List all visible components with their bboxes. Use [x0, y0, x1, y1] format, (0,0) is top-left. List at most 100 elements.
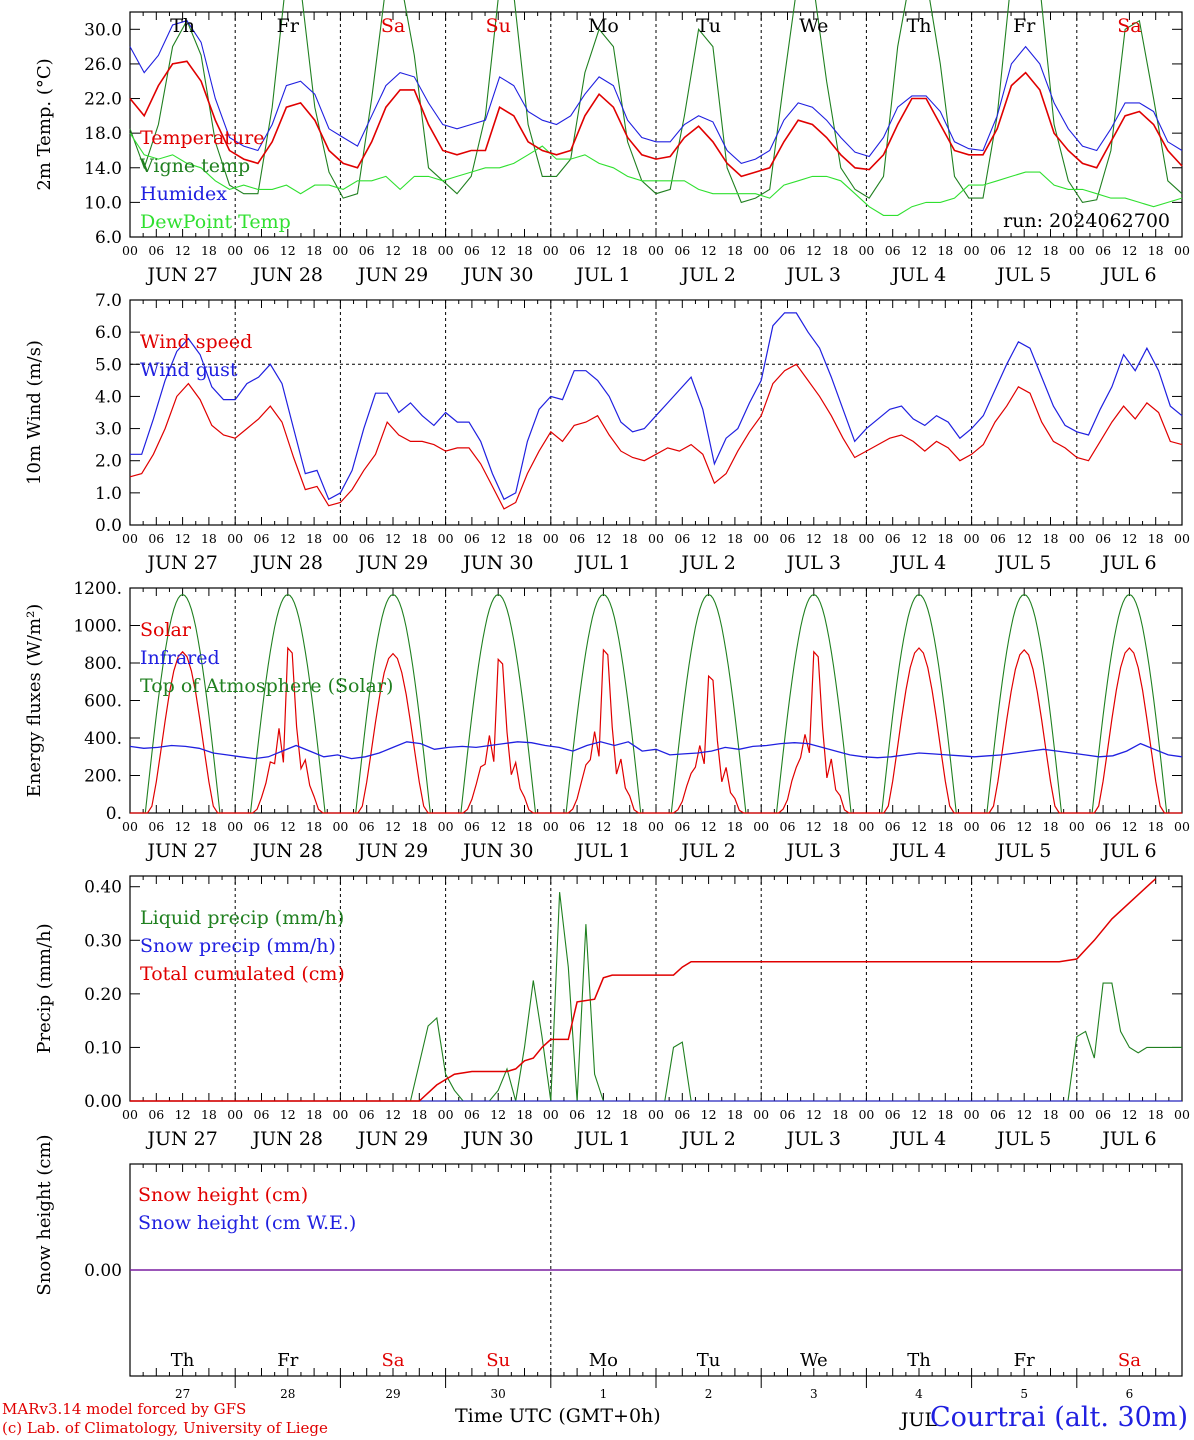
legend-entry: Wind gust [140, 359, 238, 381]
x-date-label: JUN 29 [356, 840, 428, 862]
x-hour-label: 06 [148, 1107, 164, 1122]
x-hour-label: 00 [438, 1107, 454, 1122]
x-hour-label: 00 [648, 819, 664, 834]
y-axis-label: Energy fluxes (W/m²) [24, 604, 45, 798]
x-hour-label: 12 [385, 243, 401, 258]
x-hour-label: 12 [911, 1107, 927, 1122]
x-hour-label: 06 [148, 819, 164, 834]
panel-3: 0. 200. 400. 600. 800. 1000. 1200. Energy fluxe… [24, 579, 1190, 862]
x-date-label: JUN 27 [145, 264, 217, 286]
x-hour-label: 00 [858, 531, 874, 546]
x-hour-label: 18 [517, 243, 533, 258]
x-date-label: JUN 29 [356, 552, 428, 574]
x-hour-label: 12 [175, 243, 191, 258]
weekday-label: Fr [277, 15, 300, 37]
plot-frame [129, 299, 1183, 526]
x-hour-label: 00 [1069, 243, 1085, 258]
x-hour-label: 06 [359, 819, 375, 834]
x-hour-label: 00 [122, 1107, 138, 1122]
x-date-label: JUL 3 [785, 1128, 841, 1150]
x-hour-label: 06 [674, 243, 690, 258]
x-date-label: JUL 4 [890, 840, 946, 862]
x-hour-label: 00 [1069, 1107, 1085, 1122]
weekday-label: Fr [1013, 15, 1036, 37]
x-hour-label: 18 [937, 531, 953, 546]
x-date-label: JUN 30 [461, 264, 533, 286]
y-tick-label: 0. [106, 804, 122, 824]
x-date-label: JUN 28 [251, 1128, 323, 1150]
weekday-label: Th [907, 15, 932, 37]
x-hour-label: 18 [306, 819, 322, 834]
x-hour-label: 12 [1121, 531, 1137, 546]
y-tick-label: 0.40 [84, 878, 122, 898]
legend-entry: Liquid precip (mm/h) [140, 907, 344, 929]
x-hour-label: 00 [1069, 819, 1085, 834]
y-axis-label: Snow height (cm) [34, 1134, 55, 1295]
x-hour-label: 12 [701, 1107, 717, 1122]
x-date-label: JUN 29 [356, 1128, 428, 1150]
weekday-label: Mo [589, 1350, 618, 1371]
x-hour-label: 12 [806, 531, 822, 546]
x-hour-label: 12 [1016, 1107, 1032, 1122]
x-hour-label: 06 [464, 243, 480, 258]
x-hour-label: 00 [648, 531, 664, 546]
y-tick-label: 7.0 [95, 291, 122, 311]
weekday-label: Tu [697, 1350, 721, 1371]
x-hour-label: 00 [858, 243, 874, 258]
x-hour-label: 00 [122, 819, 138, 834]
x-hour-label: 00 [438, 243, 454, 258]
x-date-label: JUL 3 [785, 264, 841, 286]
x-date-label: JUL 5 [995, 840, 1051, 862]
y-tick-label: 400. [84, 729, 122, 749]
x-day-number: 1 [600, 1387, 608, 1401]
x-hour-label: 12 [490, 1107, 506, 1122]
weekday-label: Su [486, 1350, 510, 1371]
x-hour-label: 12 [385, 819, 401, 834]
x-hour-label: 00 [227, 531, 243, 546]
x-date-label: JUN 30 [461, 552, 533, 574]
x-hour-label: 18 [306, 243, 322, 258]
x-date-label: JUL 3 [785, 840, 841, 862]
series-line [130, 892, 1183, 1102]
x-hour-label: 18 [201, 531, 217, 546]
x-hour-label: 18 [832, 243, 848, 258]
series-line [129, 741, 1183, 760]
y-tick-label: 4.0 [95, 387, 122, 407]
weekday-label: Th [171, 1350, 195, 1371]
y-axis-label: 10m Wind (m/s) [24, 340, 45, 485]
x-hour-label: 00 [227, 243, 243, 258]
x-hour-label: 12 [490, 531, 506, 546]
x-date-label: JUL 6 [1100, 840, 1156, 862]
weekday-label: Tu [696, 15, 721, 37]
x-hour-label: 06 [254, 531, 270, 546]
x-hour-label: 18 [201, 243, 217, 258]
x-hour-label: 06 [780, 1107, 796, 1122]
x-hour-label: 12 [911, 819, 927, 834]
y-tick-label: 800. [84, 654, 122, 674]
x-hour-label: 12 [1121, 243, 1137, 258]
x-hour-label: 06 [359, 531, 375, 546]
x-hour-label: 06 [990, 1107, 1006, 1122]
plot-frame [129, 11, 1183, 238]
x-date-label: JUN 28 [251, 552, 323, 574]
x-date-label: JUL 3 [785, 552, 841, 574]
x-hour-label: 06 [780, 531, 796, 546]
x-hour-label: 12 [385, 1107, 401, 1122]
x-hour-label: 18 [411, 243, 427, 258]
x-date-label: JUN 28 [251, 264, 323, 286]
x-date-label: JUL 2 [679, 1128, 735, 1150]
x-hour-label: 00 [964, 531, 980, 546]
x-hour-label: 18 [411, 819, 427, 834]
y-tick-label: 0.20 [84, 985, 122, 1005]
x-hour-label: 00 [1174, 243, 1190, 258]
x-hour-label: 18 [1043, 819, 1059, 834]
x-hour-label: 18 [727, 531, 743, 546]
x-date-label: JUL 1 [574, 1128, 630, 1150]
model-credit-line: MARv3.14 model forced by GFS [2, 1400, 247, 1418]
x-hour-label: 06 [990, 819, 1006, 834]
x-hour-label: 12 [280, 819, 296, 834]
x-hour-label: 18 [1148, 243, 1164, 258]
x-month-label: JUL [899, 1409, 938, 1431]
x-hour-label: 06 [674, 1107, 690, 1122]
